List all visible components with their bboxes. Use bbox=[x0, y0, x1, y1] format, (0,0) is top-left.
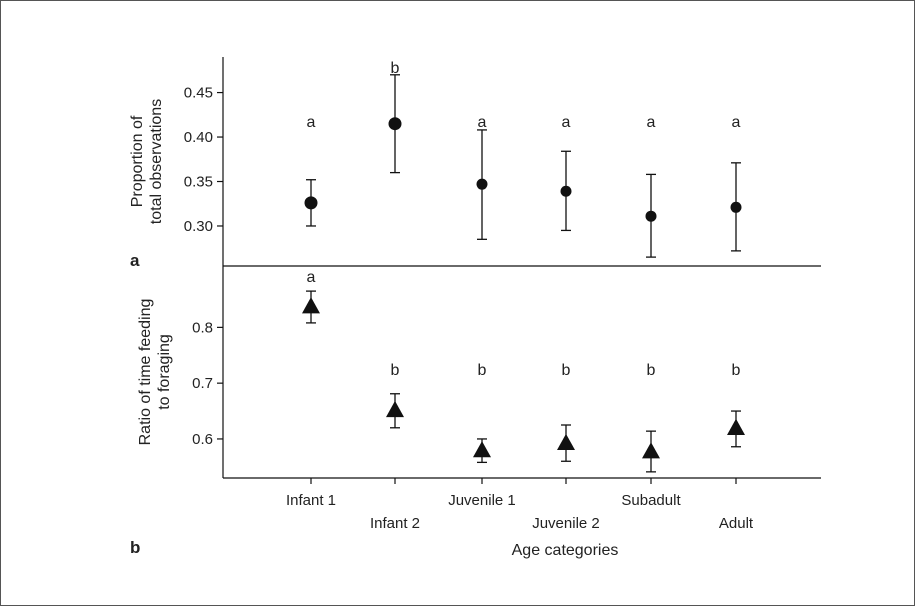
y-tick-label: 0.40 bbox=[184, 129, 213, 146]
y-axis-title-line: Proportion of bbox=[129, 115, 146, 207]
y-tick-label: 0.8 bbox=[192, 319, 213, 336]
y-tick-label: 0.30 bbox=[184, 218, 213, 235]
significance-letter: a bbox=[647, 114, 656, 131]
significance-letter: b bbox=[391, 60, 400, 77]
data-point bbox=[386, 400, 404, 418]
y-axis-title-line: Ratio of time feeding bbox=[137, 299, 154, 446]
data-point bbox=[560, 185, 572, 197]
x-axis-title: Age categories bbox=[512, 542, 619, 559]
data-point bbox=[557, 433, 575, 451]
significance-letter: a bbox=[478, 114, 487, 131]
significance-letter: b bbox=[562, 362, 571, 379]
y-axis-title-line: total observations bbox=[148, 99, 165, 224]
significance-letter: a bbox=[307, 114, 316, 131]
significance-letter: a bbox=[562, 114, 571, 131]
x-tick-label: Subadult bbox=[621, 492, 681, 509]
data-point bbox=[645, 210, 657, 222]
y-axis-title-line: to foraging bbox=[156, 334, 173, 410]
data-point bbox=[476, 178, 488, 190]
x-axis: Infant 1 Infant 2 Juvenile 1 Juvenile 2 Suba… bbox=[286, 478, 754, 532]
significance-letter: a bbox=[732, 114, 741, 131]
y-axis-title: Ratio of time feeding to foraging bbox=[137, 299, 173, 446]
panel-label: a bbox=[130, 251, 140, 270]
panel-a: 0.30 0.35 0.40 0.45 Proportion of total obser… bbox=[129, 57, 821, 270]
data-point bbox=[642, 442, 660, 459]
data-point bbox=[727, 418, 745, 435]
significance-letter: b bbox=[647, 362, 656, 379]
x-tick-label: Juvenile 1 bbox=[448, 492, 516, 509]
panel-b: 0.6 0.7 0.8 Ratio of time feeding to foragin… bbox=[130, 266, 821, 557]
y-tick-label: 0.6 bbox=[192, 431, 213, 448]
x-tick-label: Adult bbox=[719, 515, 754, 532]
data-point bbox=[473, 441, 491, 458]
y-tick-label: 0.7 bbox=[192, 375, 213, 392]
y-axis-title: Proportion of total observations bbox=[129, 99, 165, 224]
panel-label: b bbox=[130, 538, 140, 557]
significance-letter: b bbox=[732, 362, 741, 379]
data-point bbox=[302, 297, 320, 314]
x-tick-label: Juvenile 2 bbox=[532, 515, 600, 532]
significance-letter: a bbox=[307, 269, 316, 286]
data-point bbox=[304, 196, 318, 210]
significance-letter: b bbox=[391, 362, 400, 379]
x-tick-label: Infant 1 bbox=[286, 492, 336, 509]
x-tick-label: Infant 2 bbox=[370, 515, 420, 532]
data-point bbox=[388, 117, 402, 131]
significance-letter: b bbox=[478, 362, 487, 379]
y-tick-label: 0.35 bbox=[184, 174, 213, 191]
y-tick-label: 0.45 bbox=[184, 85, 213, 102]
data-point bbox=[730, 201, 742, 213]
